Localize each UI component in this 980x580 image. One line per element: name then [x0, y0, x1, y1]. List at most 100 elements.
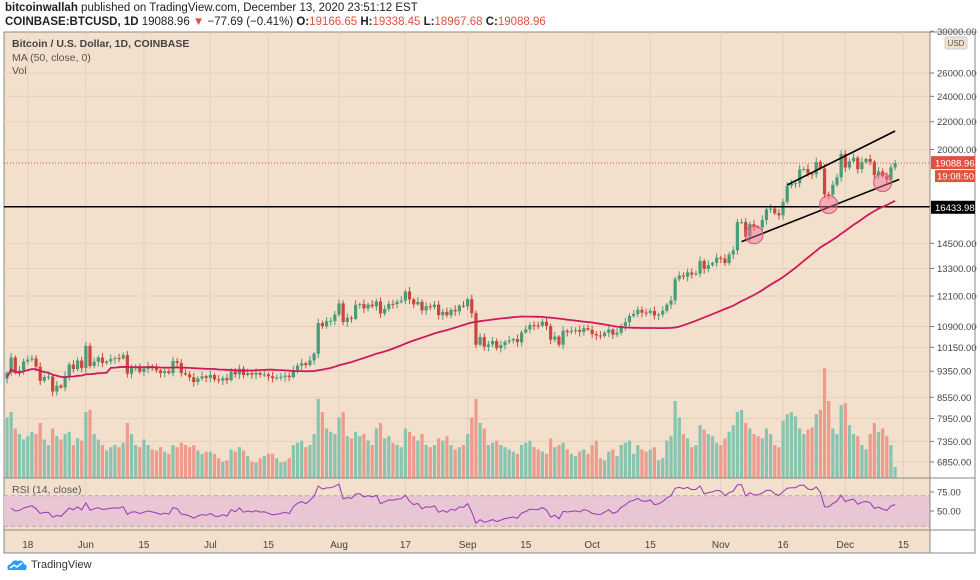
volume-bar: [345, 436, 349, 478]
candle-body: [134, 367, 138, 369]
currency-label: USD: [948, 39, 965, 48]
candle: [843, 149, 847, 173]
candle-body: [793, 183, 798, 185]
candle: [573, 327, 578, 335]
volume-bar: [735, 412, 739, 478]
candle-body: [474, 313, 478, 345]
candle-body: [208, 374, 212, 378]
candle-body: [250, 373, 254, 375]
candle-body: [536, 325, 540, 327]
candle-body: [511, 339, 515, 341]
author[interactable]: bitcoinwallah: [5, 2, 78, 14]
volume-bar: [295, 442, 300, 478]
candle-body: [192, 377, 196, 383]
candle: [320, 320, 324, 329]
candle: [88, 342, 92, 369]
highlight-circle: [873, 173, 893, 193]
candle: [569, 326, 573, 335]
volume-bar: [835, 434, 839, 478]
candle-body: [320, 323, 324, 327]
volume-bar: [673, 401, 677, 478]
candle: [337, 299, 341, 317]
volume-bar: [59, 439, 63, 478]
x-tick-label: 17: [400, 540, 412, 551]
candle: [100, 352, 105, 368]
candle-body: [142, 368, 146, 372]
candle: [627, 313, 632, 327]
moving-average-line: [6, 199, 896, 379]
candle: [478, 333, 482, 347]
candle: [266, 372, 271, 381]
volume-bar: [520, 445, 524, 478]
candle-body: [291, 369, 295, 378]
candle: [490, 336, 495, 348]
volume-bar: [113, 445, 117, 478]
volume-bar: [549, 438, 553, 478]
candle-body: [773, 208, 777, 214]
highlight-circle: [819, 195, 839, 215]
candle-body: [818, 162, 822, 169]
candle: [75, 357, 80, 371]
candle: [686, 268, 690, 282]
drawings[interactable]: [4, 130, 930, 379]
candle-body: [100, 357, 105, 363]
candle: [258, 371, 262, 378]
volume-bar: [831, 428, 835, 478]
volume-bar: [109, 447, 113, 478]
candle: [735, 218, 739, 255]
candle: [358, 302, 362, 309]
candle-body: [254, 372, 258, 375]
volume-bar: [565, 449, 569, 478]
candle: [391, 299, 395, 309]
candle: [412, 297, 416, 308]
candle: [17, 365, 22, 377]
volume-bar: [416, 440, 420, 478]
volume-bar: [856, 436, 860, 478]
legend-ma[interactable]: MA (50, close, 0): [12, 52, 91, 64]
candle-body: [686, 272, 690, 277]
volume-bar: [495, 440, 499, 478]
axes: 18 Jun 15 Jul 15 Aug 17 Sep 15 Oct 15 Nov 16 Dec 15300…: [4, 27, 977, 554]
candle-body: [598, 335, 603, 337]
last-price-label: 19088.96: [935, 159, 975, 170]
candle: [341, 300, 345, 326]
channel-trendline: [741, 178, 900, 243]
candle-body: [806, 168, 810, 174]
last-price-badge: [931, 156, 975, 170]
volume-bar: [586, 453, 590, 478]
volume-bar: [179, 442, 183, 478]
candle: [96, 355, 100, 367]
candle: [117, 353, 121, 363]
candle-body: [856, 157, 860, 170]
tradingview-logo[interactable]: TradingView: [6, 559, 92, 571]
candle-body: [852, 157, 856, 162]
volume-bar: [557, 445, 561, 478]
candle-body: [129, 367, 134, 374]
legend-vol[interactable]: Vol: [12, 65, 27, 77]
candle: [661, 306, 665, 318]
price-chart[interactable]: 75.00 50.00 18 Jun 15 Jul 15 Aug 17 Sep 15 Oct 15 No…: [0, 0, 980, 556]
volume-bar: [279, 462, 283, 478]
volume-bar: [221, 461, 225, 478]
candle-body: [17, 370, 22, 373]
volume-bar: [71, 445, 75, 478]
volume-bar: [499, 445, 503, 478]
volume-bar: [569, 453, 573, 478]
volume-bar: [710, 436, 715, 478]
candle-body: [706, 264, 710, 269]
volume-bar: [677, 417, 681, 478]
candle-body: [561, 330, 565, 345]
volume-bar: [744, 423, 748, 478]
candle: [640, 306, 644, 318]
candle: [154, 363, 158, 373]
legend-rsi[interactable]: RSI (14, close): [12, 484, 82, 496]
candles[interactable]: [5, 149, 897, 397]
candle: [656, 312, 661, 321]
volume-bar: [275, 458, 279, 478]
close-label: C:: [485, 16, 498, 28]
candle-body: [764, 209, 769, 221]
candle-body: [241, 368, 246, 375]
candle: [196, 376, 200, 386]
volume-bar: [13, 428, 17, 478]
candle-body: [362, 304, 366, 309]
